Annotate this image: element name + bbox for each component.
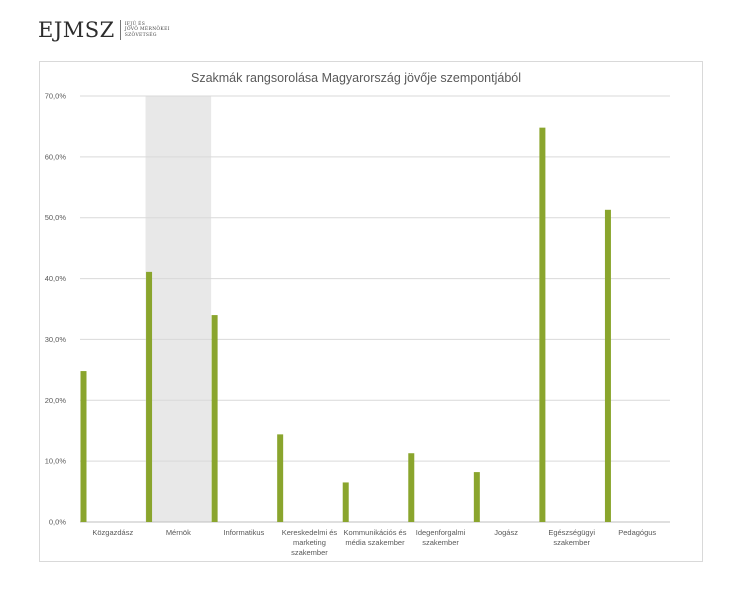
logo: EJMSZ IFJÚ ÉS JÖVŐ MÉRNÖKEI SZÖVETSÉG [38,18,170,42]
x-tick-label: Kereskedelmi és marketing szakember [282,528,338,557]
bar [277,434,284,522]
x-tick-label-line: Pedagógus [618,528,656,537]
y-tick-label: 60,0% [45,152,67,161]
bar [539,127,546,522]
logo-tagline-line: JÖVŐ MÉRNÖKEI [124,27,170,33]
x-tick-label-line: szakember [291,548,328,557]
x-tick-label: Kommunikációs és média szakember [344,528,407,547]
y-tick-label: 50,0% [45,213,67,222]
x-tick-label-line: szakember [553,538,590,547]
x-tick-label-line: Kereskedelmi és [282,528,338,537]
chart-frame: Szakmák rangsorolása Magyarország jövője… [39,61,703,562]
bar [80,371,87,522]
logo-mark: EJMSZ [38,18,115,42]
bar [604,209,611,522]
bar [211,315,218,522]
y-tick-label: 30,0% [45,335,67,344]
logo-divider [119,20,121,40]
x-tick-label-line: média szakember [345,538,405,547]
x-tick-label: Mérnök [166,528,191,537]
x-tick-label-line: Mérnök [166,528,191,537]
highlight-band [145,96,212,522]
bar [473,472,480,522]
x-tick-label-line: Kommunikációs és [344,528,407,537]
x-tick-label-line: Jogász [494,528,518,537]
x-tick-label-line: Egészségügyi [548,528,595,537]
x-tick-label-line: Közgazdász [92,528,133,537]
bar [146,271,153,522]
x-tick-label-line: marketing [293,538,326,547]
x-tick-label-line: Idegenforgalmi [416,528,466,537]
chart-title: Szakmák rangsorolása Magyarország jövője… [191,71,521,85]
y-tick-label: 70,0% [45,92,67,101]
y-tick-label: 0,0% [49,518,66,527]
y-tick-label: 10,0% [45,457,67,466]
x-tick-label: Egészségügyi szakember [548,528,595,547]
logo-tagline: IFJÚ ÉS JÖVŐ MÉRNÖKEI SZÖVETSÉG [125,22,170,39]
x-tick-label: Pedagógus [618,528,656,537]
y-tick-label: 40,0% [45,274,67,283]
x-tick-label: Idegenforgalmi szakember [416,528,466,547]
bar [342,482,349,522]
bar-chart: Szakmák rangsorolása Magyarország jövője… [45,71,670,557]
x-tick-label: Jogász [494,528,518,537]
x-tick-label: Informatikus [223,528,264,537]
bar [408,453,415,522]
x-tick-label-line: szakember [422,538,459,547]
logo-tagline-line: IFJÚ ÉS [124,21,146,27]
x-tick-label-line: Informatikus [223,528,264,537]
y-tick-label: 20,0% [45,396,67,405]
logo-tagline-line: SZÖVETSÉG [124,32,157,38]
x-tick-label: Közgazdász [92,528,133,537]
